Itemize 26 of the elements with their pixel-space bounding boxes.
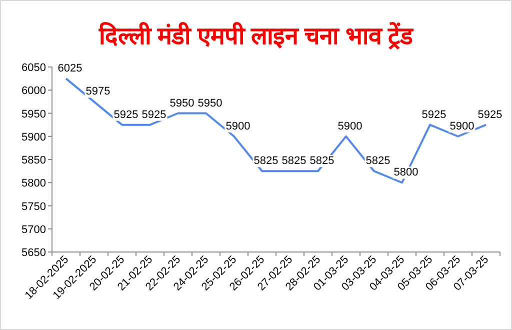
data-label: 6025 xyxy=(58,62,82,75)
y-tick-label: 5800 xyxy=(22,178,46,190)
data-label: 5900 xyxy=(450,120,474,132)
chart-title: दिल्ली मंडी एमपी लाइन चना भाव ट्रेंड xyxy=(98,22,414,50)
data-label: 5925 xyxy=(142,108,166,121)
data-label: 5925 xyxy=(478,108,502,121)
y-tick-label: 5850 xyxy=(22,154,46,166)
y-tick-label: 5900 xyxy=(22,131,46,144)
data-label: 5825 xyxy=(366,155,390,168)
data-label: 5900 xyxy=(338,120,362,132)
data-label: 5825 xyxy=(254,155,278,168)
data-label: 5900 xyxy=(226,120,250,132)
data-label: 5975 xyxy=(86,86,110,98)
y-tick-label: 5700 xyxy=(22,224,46,236)
data-label: 5925 xyxy=(114,108,138,121)
y-tick-label: 5750 xyxy=(22,200,46,213)
data-label: 5800 xyxy=(394,166,418,179)
data-label: 5950 xyxy=(170,97,194,110)
y-tick-label: 5950 xyxy=(22,108,46,120)
data-label: 5825 xyxy=(310,155,334,168)
data-label: 5925 xyxy=(422,108,446,121)
data-label: 5825 xyxy=(282,155,306,168)
y-tick-label: 6050 xyxy=(22,62,46,74)
data-label: 5950 xyxy=(198,97,222,110)
y-tick-label: 6000 xyxy=(22,85,46,98)
y-tick-label: 5650 xyxy=(22,247,46,259)
